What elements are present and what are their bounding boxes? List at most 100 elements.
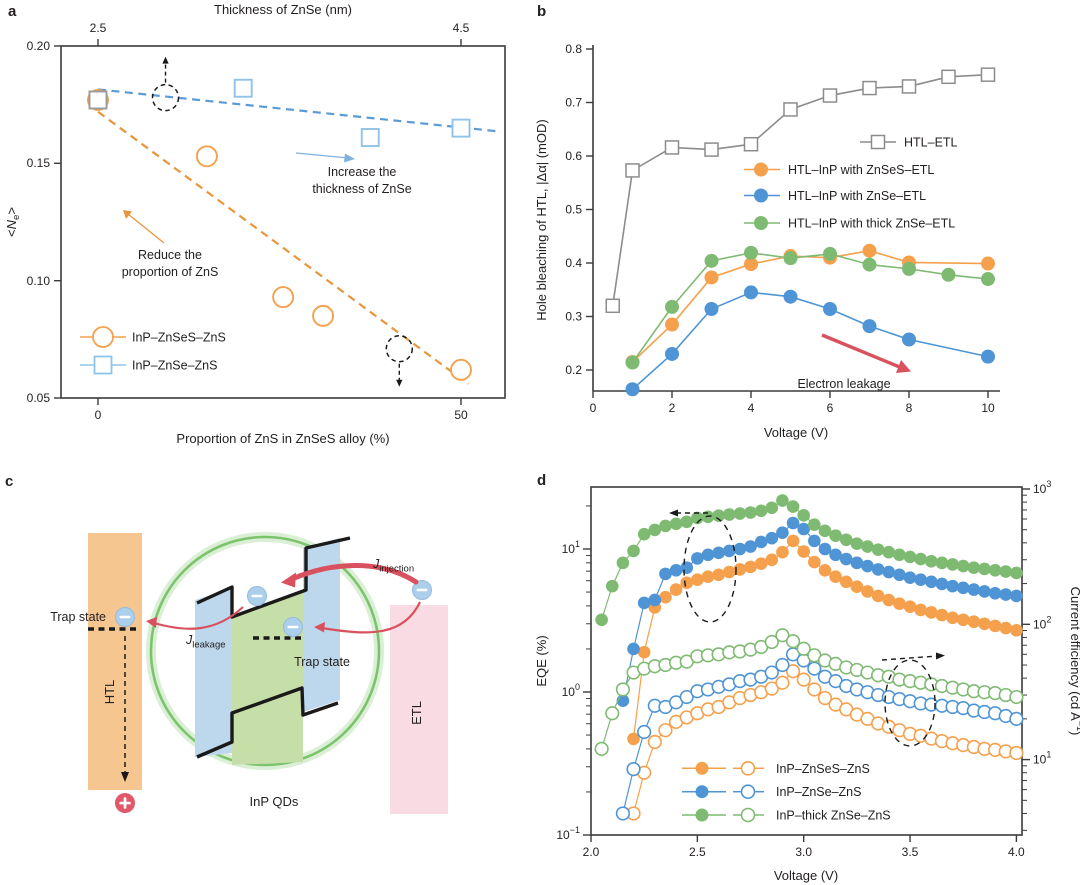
arrow-down-right-icon [896, 360, 911, 373]
data-point [627, 732, 640, 746]
data-point [978, 585, 991, 598]
svg-text:thickness of ZnSe: thickness of ZnSe [312, 182, 411, 196]
data-point [754, 504, 768, 518]
data-point [669, 517, 683, 531]
electron-leakage-annotation: Electron leakage [797, 333, 911, 391]
data-point [659, 519, 672, 533]
data-point [818, 524, 832, 538]
data-point [776, 494, 789, 507]
data-point [902, 332, 916, 347]
j-injection-arrow [289, 563, 419, 585]
data-point [941, 267, 956, 282]
data-point [722, 565, 736, 579]
data-point [679, 689, 694, 705]
data-point [999, 588, 1013, 601]
j-leakage-label: Jleakage [185, 633, 226, 651]
data-point [701, 570, 715, 584]
data-point [999, 621, 1013, 635]
x2-tick: 4.5 [453, 21, 470, 35]
svg-text:8: 8 [906, 401, 913, 415]
data-point [712, 546, 725, 560]
legend-circle-marker [754, 216, 768, 230]
data-point [764, 665, 779, 680]
svg-text:proportion of ZnS: proportion of ZnS [122, 265, 219, 279]
data-point [871, 563, 885, 576]
panel-a-chart: a 0 50 2.5 4.5 0.20 0.15 0.10 0.05 Thick… [4, 2, 506, 446]
data-point [956, 559, 970, 573]
data-point [88, 90, 108, 110]
data-point [903, 600, 917, 613]
electron-icon [115, 607, 135, 627]
data-point [935, 556, 949, 570]
data-point [935, 608, 949, 622]
data-point [625, 355, 640, 370]
svg-text:100: 100 [562, 682, 580, 699]
data-point [712, 568, 725, 582]
y-axis-title: <Ne> [4, 207, 22, 237]
svg-text:4: 4 [748, 401, 755, 415]
data-point [901, 79, 917, 94]
y-axis-title: Hole bleaching of HTL, |Δα| (mOD) [534, 119, 549, 320]
legend-row: InP–ZnSe–ZnS [682, 784, 861, 799]
panel-letter-a: a [8, 3, 17, 20]
legend-label: InP–ZnSe–ZnS [132, 359, 217, 373]
svg-text:0.5: 0.5 [565, 203, 582, 217]
data-point [595, 613, 608, 627]
data-point [637, 724, 652, 740]
data-point [829, 570, 842, 584]
data-point [722, 544, 736, 558]
data-point [233, 78, 253, 98]
data-point [980, 67, 996, 82]
data-point [744, 506, 757, 519]
shell-band-left [195, 588, 232, 757]
left-axis-group-annotation [669, 509, 737, 623]
data-point [823, 246, 837, 261]
right-axis-group-annotation [881, 652, 945, 747]
data-point [808, 534, 821, 548]
data-point [712, 509, 725, 522]
data-point [925, 575, 938, 589]
data-point [450, 358, 472, 381]
data-point [871, 543, 885, 556]
data-point [680, 515, 694, 529]
data-point [988, 587, 1002, 600]
data-point [783, 289, 798, 304]
data-point [625, 382, 640, 397]
trap-state-label-qd: Trap state [294, 655, 350, 669]
legend-label: InP–ZnSeS–ZnS [132, 331, 226, 345]
svg-text:Increase the: Increase the [328, 165, 397, 179]
data-point [882, 593, 896, 607]
data-point [981, 349, 995, 364]
conduction-band-line [196, 536, 351, 619]
data-point [797, 522, 810, 536]
data-point [981, 272, 995, 287]
inp-qds-label: InP QDs [250, 794, 299, 809]
axis-ticks [586, 48, 989, 398]
data-point [637, 527, 651, 541]
data-point [967, 583, 981, 596]
htl-label: HTL [102, 680, 117, 705]
data-point [882, 565, 896, 579]
svg-text:2.5: 2.5 [689, 845, 706, 859]
electron-icon [412, 580, 432, 600]
data-point [817, 690, 833, 706]
series-group [594, 494, 1024, 821]
increase-thickness-annotation: Increase the thickness of ZnSe [295, 152, 412, 196]
etl-label: ETL [409, 701, 424, 725]
data-point [956, 581, 970, 595]
legend-square-marker [93, 355, 113, 375]
data-point [665, 317, 679, 332]
panel-c-diagram: c HTL ETL Trap state Trap state Jin [5, 473, 448, 814]
data-point [850, 556, 864, 570]
data-point [665, 299, 679, 314]
data-point [743, 136, 759, 152]
arrow-right-icon [936, 652, 945, 660]
data-point [862, 80, 877, 96]
data-point [786, 534, 800, 548]
legend: HTL–ETL HTL–InP with ZnSeS–ETL HTL–InP w… [744, 134, 958, 231]
data-point [796, 641, 811, 656]
data-point [312, 304, 335, 327]
data-point [785, 664, 801, 679]
data-point [893, 597, 906, 610]
data-point [272, 286, 295, 309]
